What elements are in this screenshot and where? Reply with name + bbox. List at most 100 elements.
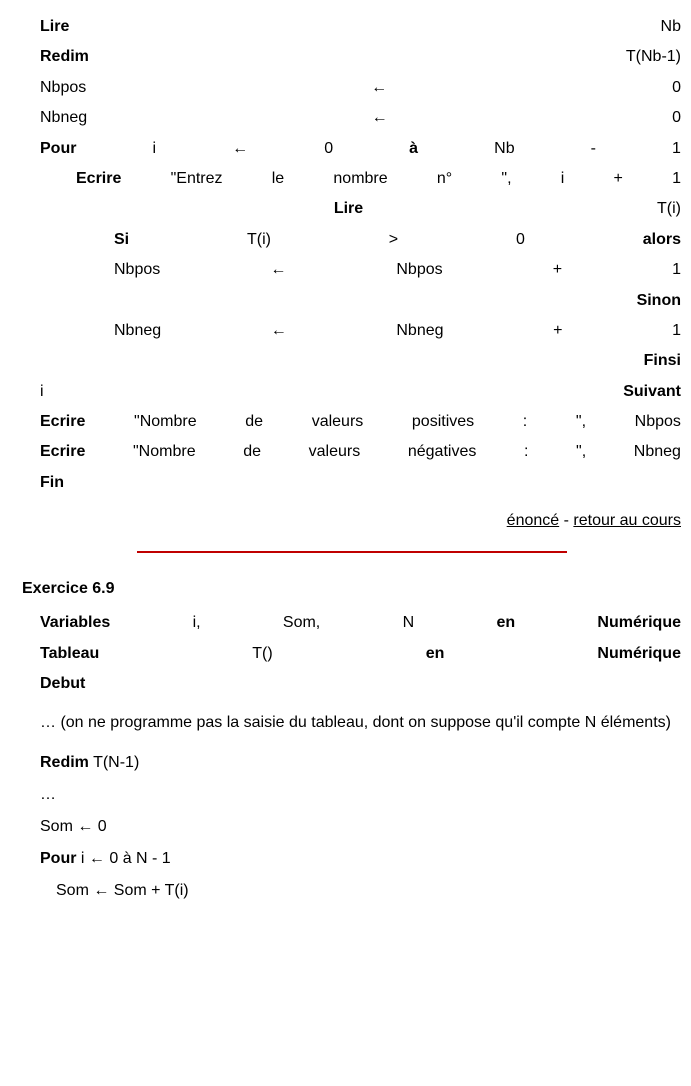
token: Nbpos — [396, 255, 442, 285]
keyword-redim: Redim — [40, 754, 89, 771]
token: le — [272, 164, 284, 194]
token: Nb — [661, 12, 681, 42]
token: T(Nb-1) — [626, 42, 681, 72]
token: ", — [501, 164, 511, 194]
keyword-en: en — [426, 639, 445, 669]
token: T(N-1) — [89, 754, 139, 771]
hr-line — [137, 551, 567, 553]
code-line: Nbpos ← 0 — [40, 73, 681, 103]
token: Nbneg — [114, 316, 161, 346]
code-line: i Suivant — [40, 377, 681, 407]
links-row: énoncé - retour au cours — [22, 512, 681, 530]
code-line: Si T(i) > 0 alors — [40, 225, 681, 255]
token: 0 — [324, 134, 333, 164]
code-line: Pour i ← 0 à Nb - 1 — [40, 134, 681, 164]
code-line: Sinon — [40, 286, 681, 316]
keyword-debut: Debut — [40, 669, 85, 699]
exercise-title: Exercice 6.9 — [22, 580, 681, 598]
link-enonce[interactable]: énoncé — [507, 512, 560, 529]
token: ← — [271, 316, 287, 346]
token: valeurs — [312, 407, 364, 437]
code-line: … — [40, 779, 681, 811]
token: ← — [270, 255, 286, 285]
token: i — [153, 134, 157, 164]
code-line: Ecrire "Nombre de valeurs négatives : ",… — [40, 437, 681, 467]
code-line: Variables i, Som, N en Numérique — [40, 608, 681, 638]
token: "Nombre — [134, 407, 197, 437]
code-line: Nbneg ← 0 — [40, 103, 681, 133]
code-line: Som ← 0 — [40, 811, 681, 843]
token: Nbpos — [114, 255, 160, 285]
exercise-note: … (on ne programme pas la saisie du tabl… — [40, 709, 681, 736]
token: 0 — [516, 225, 525, 255]
token: + — [553, 316, 562, 346]
keyword-ecrire: Ecrire — [76, 164, 121, 194]
keyword-ecrire: Ecrire — [40, 437, 85, 467]
links-sep: - — [559, 512, 573, 529]
section-divider — [22, 540, 681, 558]
token: N — [403, 608, 415, 638]
keyword-a: à — [409, 134, 418, 164]
keyword-pour: Pour — [40, 850, 76, 867]
keyword-lire: Lire — [40, 12, 69, 42]
keyword-tableau: Tableau — [40, 639, 99, 669]
token: négatives — [408, 437, 477, 467]
token: i — [40, 377, 44, 407]
token: T(i) — [247, 225, 271, 255]
code-line: Som ← Som + T(i) — [56, 875, 681, 907]
code-line: Tableau T() en Numérique — [40, 639, 681, 669]
keyword-sinon: Sinon — [637, 286, 681, 316]
code-line: Nbpos ← Nbpos + 1 — [40, 255, 681, 285]
token: Nbneg — [40, 103, 87, 133]
token: valeurs — [309, 437, 361, 467]
keyword-type: Numérique — [597, 639, 681, 669]
code-line: Nbneg ← Nbneg + 1 — [40, 316, 681, 346]
token: ← — [232, 134, 248, 164]
token: Nbneg — [634, 437, 681, 467]
token: ← — [372, 103, 388, 133]
token: n° — [437, 164, 452, 194]
code-line: Pour i ← 0 à N - 1 — [40, 843, 681, 875]
token: Nbpos — [635, 407, 681, 437]
keyword-type: Numérique — [597, 608, 681, 638]
token: - — [591, 134, 596, 164]
keyword-pour: Pour — [40, 134, 76, 164]
token: Nbpos — [40, 73, 86, 103]
token: : — [524, 437, 528, 467]
token: + — [553, 255, 562, 285]
token: ", — [576, 407, 586, 437]
token: ← — [371, 73, 387, 103]
code-line: Finsi — [40, 346, 681, 376]
token: T() — [252, 639, 272, 669]
link-retour[interactable]: retour au cours — [573, 512, 681, 529]
token: + — [614, 164, 623, 194]
token: "Entrez — [171, 164, 223, 194]
code-line: Fin — [40, 468, 681, 498]
token: 0 — [672, 73, 681, 103]
keyword-lire: Lire — [334, 194, 363, 224]
token: de — [245, 407, 263, 437]
token: positives — [412, 407, 474, 437]
code-line: Redim T(Nb-1) — [40, 42, 681, 72]
token: ", — [576, 437, 586, 467]
token: 1 — [672, 255, 681, 285]
token: i ← 0 à N - 1 — [76, 850, 170, 867]
code-line: Ecrire "Nombre de valeurs positives : ",… — [40, 407, 681, 437]
keyword-en: en — [496, 608, 515, 638]
token: 1 — [672, 164, 681, 194]
code-line: Lire Nb — [40, 12, 681, 42]
keyword-suivant: Suivant — [623, 377, 681, 407]
token: i — [561, 164, 565, 194]
code-line: Redim T(N-1) — [40, 747, 681, 779]
keyword-redim: Redim — [40, 42, 89, 72]
token: Nb — [494, 134, 514, 164]
code-line: Ecrire "Entrez le nombre n° ", i + 1 — [40, 164, 681, 194]
token: > — [389, 225, 398, 255]
token: : — [523, 407, 527, 437]
token: 1 — [672, 316, 681, 346]
token: nombre — [333, 164, 387, 194]
keyword-variables: Variables — [40, 608, 110, 638]
keyword-fin: Fin — [40, 468, 64, 498]
keyword-si: Si — [114, 225, 129, 255]
code-line: Lire T(i) — [40, 194, 681, 224]
